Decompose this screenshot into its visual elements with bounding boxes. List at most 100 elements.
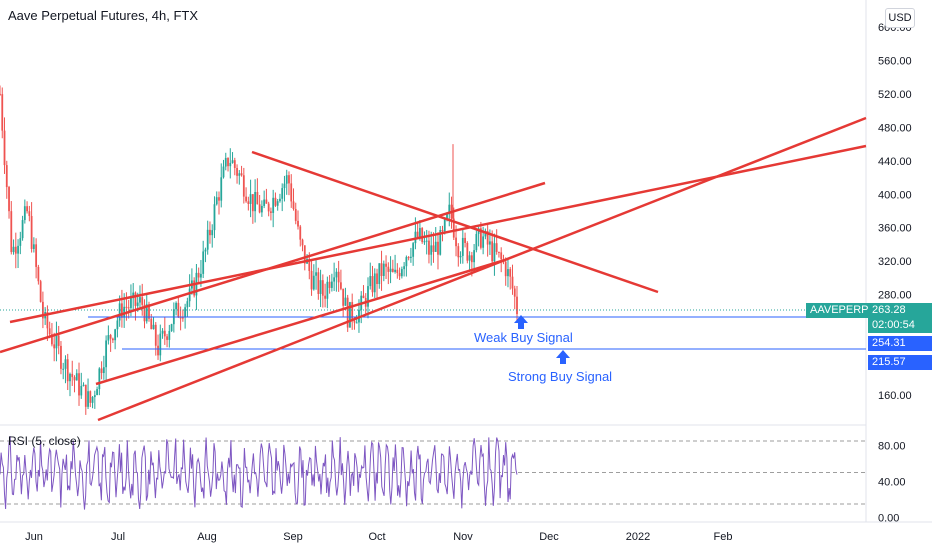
- candle-body: [430, 245, 433, 255]
- candle-body: [312, 275, 315, 290]
- candle-body: [441, 230, 444, 232]
- candle-body: [159, 333, 162, 356]
- candle-body: [51, 334, 53, 345]
- candle-body: [294, 209, 297, 221]
- candle-body: [468, 255, 471, 261]
- strong-buy-arrow-icon: [556, 350, 570, 364]
- candle-body: [132, 292, 135, 299]
- candle-body: [434, 241, 437, 252]
- weak-buy-arrow-icon: [514, 315, 528, 329]
- candle-body: [344, 297, 347, 306]
- candle-body: [425, 240, 428, 242]
- candle-body: [321, 280, 324, 296]
- candle-body: [28, 211, 31, 217]
- candle-body: [423, 241, 426, 243]
- candle-body: [229, 162, 232, 167]
- candle-body: [265, 199, 268, 204]
- candle-body: [466, 242, 469, 261]
- candle-body: [249, 194, 252, 204]
- candle-body: [281, 188, 284, 199]
- candle-body: [62, 368, 65, 370]
- candle-body: [23, 206, 26, 221]
- candle-body: [204, 249, 207, 252]
- candle-body: [498, 251, 500, 253]
- countdown-timer: 02:00:54: [868, 318, 932, 333]
- candle-body: [349, 302, 351, 328]
- candle-body: [64, 359, 67, 369]
- candle-body: [337, 271, 340, 283]
- candle-body: [166, 336, 168, 340]
- candle-body: [200, 273, 202, 278]
- candle-body: [507, 269, 509, 277]
- candle-body: [197, 272, 200, 278]
- rsi-indicator-label[interactable]: RSI (5, close): [8, 434, 81, 448]
- candle-body: [84, 384, 87, 407]
- candle-body: [193, 280, 196, 296]
- candle-body: [35, 244, 38, 267]
- candle-body: [479, 228, 482, 248]
- candle-body: [19, 238, 22, 246]
- candle-body: [292, 201, 295, 210]
- candle-body: [290, 183, 293, 202]
- candle-body: [8, 187, 10, 212]
- candle-body: [127, 307, 130, 309]
- candle-body: [482, 236, 485, 248]
- time-tick-label: Sep: [283, 531, 303, 543]
- time-tick-label: Feb: [714, 531, 733, 543]
- candle-body: [470, 255, 473, 263]
- candle-body: [148, 304, 150, 319]
- candle-body: [139, 297, 141, 303]
- candle-body: [161, 330, 164, 334]
- candle-body: [258, 204, 261, 213]
- candle-body: [452, 218, 455, 238]
- candle-body: [355, 322, 358, 324]
- candle-body: [0, 93, 1, 95]
- candle-body: [215, 197, 218, 205]
- candle-body: [403, 266, 406, 270]
- candle-body: [340, 282, 342, 289]
- candle-body: [326, 281, 329, 299]
- candle-body: [263, 199, 266, 206]
- candle-body: [206, 229, 209, 250]
- candle-body: [134, 292, 137, 306]
- candle-body: [500, 252, 503, 260]
- candle-body: [493, 243, 496, 262]
- candle-body: [82, 384, 85, 386]
- candle-body: [93, 395, 96, 398]
- candle-body: [179, 317, 182, 319]
- candle-body: [163, 330, 166, 337]
- candle-body: [459, 255, 462, 258]
- candle-body: [118, 303, 121, 321]
- currency-button[interactable]: USD: [885, 8, 915, 28]
- candle-body: [157, 345, 159, 356]
- candle-body: [238, 173, 241, 176]
- candle-body: [504, 261, 507, 277]
- candle-body: [3, 130, 6, 166]
- time-tick-label: Dec: [539, 531, 559, 543]
- candle-body: [209, 229, 211, 236]
- candle-body: [301, 239, 304, 246]
- candle-body: [260, 205, 263, 213]
- candle-body: [251, 194, 254, 212]
- candle-body: [396, 269, 399, 273]
- candle-body: [233, 160, 236, 168]
- time-tick-label: Nov: [453, 531, 473, 543]
- candle-body: [457, 246, 460, 258]
- candle-body: [439, 230, 442, 255]
- price-tick-label: 160.00: [878, 390, 912, 402]
- candle-body: [391, 268, 394, 272]
- candle-body: [152, 324, 155, 330]
- symbol-badge: AAVEPERP: [806, 303, 873, 318]
- candle-body: [407, 257, 410, 259]
- candle-body: [102, 367, 105, 374]
- candle-body: [48, 328, 51, 335]
- candle-body: [330, 281, 333, 288]
- candle-body: [437, 241, 439, 255]
- price-tick-label: 480.00: [878, 122, 912, 134]
- candle-body: [511, 276, 514, 289]
- candle-body: [231, 160, 234, 163]
- candle-body: [111, 338, 114, 341]
- candle-body: [276, 201, 279, 206]
